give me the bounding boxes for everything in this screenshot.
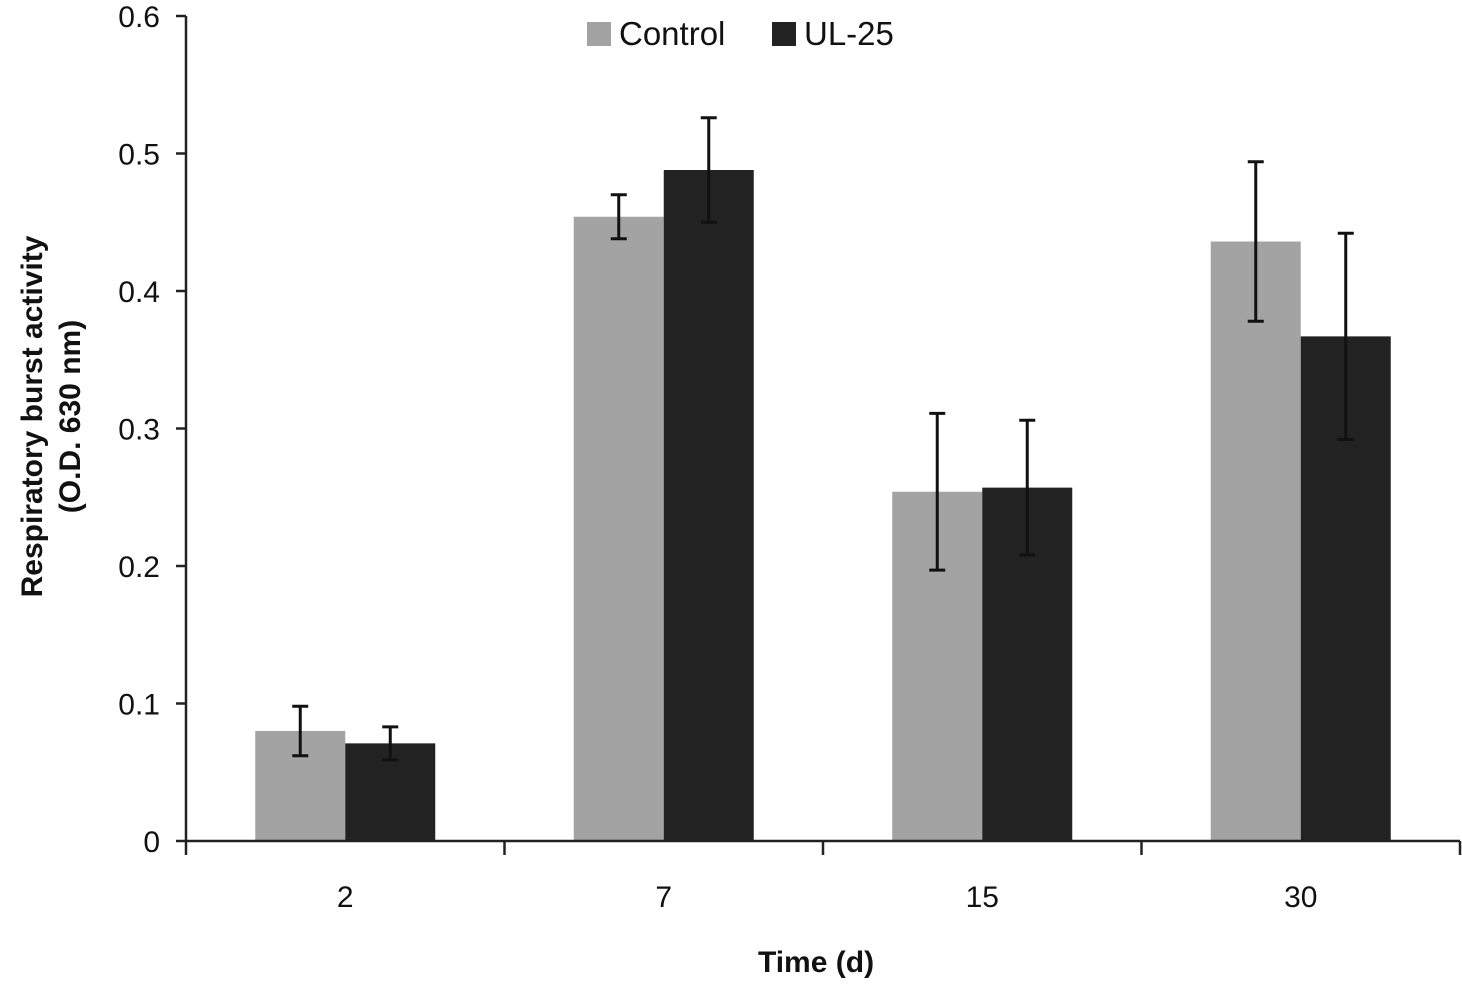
y-tick-label: 0 xyxy=(143,826,160,859)
y-tick-label: 0.2 xyxy=(118,551,160,584)
bar-control-7 xyxy=(573,216,664,841)
labels-layer: 0 0.1 0.2 0.3 0.4 0.5 0.6 2 7 15 30 Time (d) Respira… xyxy=(16,1,1317,979)
x-axis-title: Time (d) xyxy=(758,946,874,979)
legend-label-ul-25: UL-25 xyxy=(804,15,894,52)
y-axis-title-line-1: Respiratory burst activity xyxy=(16,235,49,597)
y-tick-label: 0.4 xyxy=(118,276,160,309)
bar-control-30 xyxy=(1210,241,1301,841)
bars-layer xyxy=(255,170,1391,841)
y-tick-label: 0.6 xyxy=(118,1,160,34)
x-tick-label: 2 xyxy=(337,881,354,914)
x-tick-label: 15 xyxy=(966,881,999,914)
legend-swatch-control xyxy=(587,22,611,46)
y-tick-label: 0.1 xyxy=(118,689,160,722)
bar-ul-25-7 xyxy=(663,170,754,841)
y-axis-title-line-2: (O.D. 630 nm) xyxy=(54,320,87,513)
axes-layer xyxy=(176,14,1462,855)
x-tick-label: 30 xyxy=(1284,881,1317,914)
legend-swatch-ul-25 xyxy=(772,22,796,46)
error-bars-layer xyxy=(292,116,1354,762)
legend: Control UL-25 xyxy=(587,15,894,52)
y-tick-label: 0.5 xyxy=(118,139,160,172)
x-tick-label: 7 xyxy=(655,881,672,914)
legend-label-control: Control xyxy=(619,15,725,52)
y-tick-label: 0.3 xyxy=(118,414,160,447)
